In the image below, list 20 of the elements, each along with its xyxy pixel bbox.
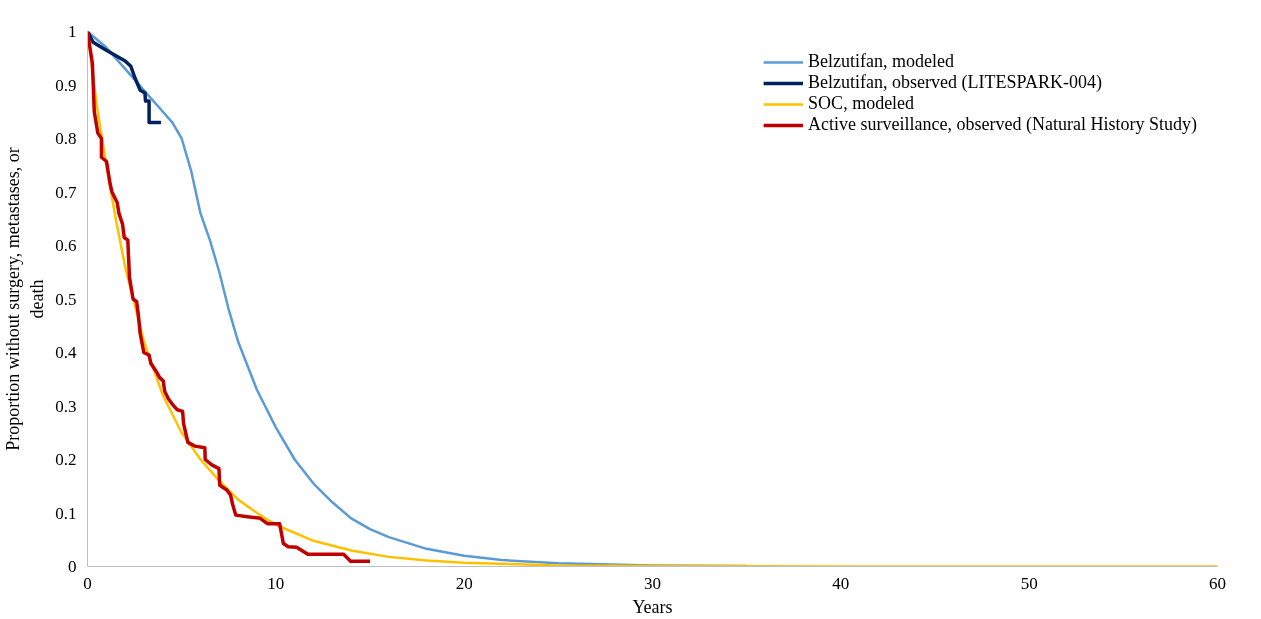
y-tick-label: 0.1 xyxy=(55,503,77,523)
y-tick-label: 0.4 xyxy=(55,343,77,362)
y-tick-label: 0.9 xyxy=(55,75,77,95)
x-tick-label: 40 xyxy=(832,573,850,593)
x-tick-label: 20 xyxy=(455,573,473,593)
x-tick-label: 10 xyxy=(267,573,285,593)
x-tick-label: 30 xyxy=(644,573,661,593)
y-tick-label: 0.5 xyxy=(55,289,77,309)
x-tick-label: 50 xyxy=(1020,573,1038,593)
y-tick-label: 0.8 xyxy=(55,129,77,148)
y-tick-label: 0 xyxy=(68,557,77,576)
y-axis-title: Proportion without surgery, metastases, or death xyxy=(3,147,48,451)
y-tick-label: 0.3 xyxy=(55,396,77,416)
y-tick-label: 0.7 xyxy=(55,182,77,202)
x-tick-label: 60 xyxy=(1209,573,1226,593)
y-tick-label: 0.6 xyxy=(55,236,77,255)
x-tick-label: 0 xyxy=(83,573,92,593)
y-tick-label: 0.2 xyxy=(55,450,77,469)
x-axis-title: Years xyxy=(632,596,673,617)
y-tick-label: 1 xyxy=(68,22,77,41)
